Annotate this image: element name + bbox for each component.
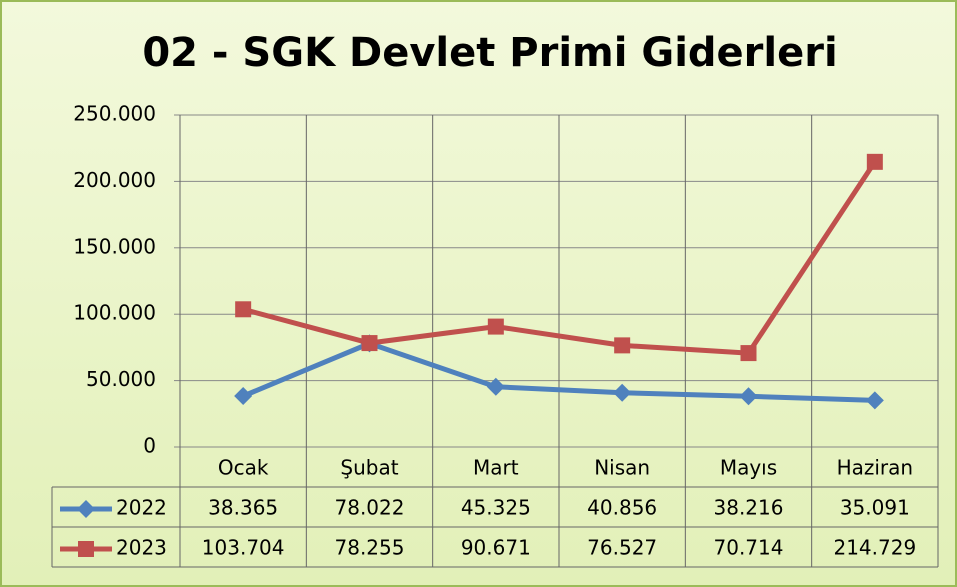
- marker: [486, 377, 505, 396]
- y-tick-label: 200.000: [73, 168, 156, 192]
- x-tick-label: Mayıs: [720, 456, 777, 480]
- marker: [78, 541, 94, 557]
- table-value: 214.729: [833, 536, 916, 560]
- legend-label: 2022: [116, 496, 167, 520]
- chart-title: 02 - SGK Devlet Primi Giderleri: [142, 30, 837, 76]
- table-value: 90.671: [461, 536, 531, 560]
- marker: [235, 301, 252, 318]
- y-tick-label: 100.000: [73, 301, 156, 325]
- table-value: 38.365: [208, 496, 278, 520]
- table-value: 103.704: [202, 536, 285, 560]
- marker: [613, 383, 632, 402]
- x-tick-label: Nisan: [594, 456, 650, 480]
- marker: [361, 335, 378, 352]
- table-value: 40.856: [587, 496, 657, 520]
- marker: [77, 500, 95, 518]
- x-tick-label: Haziran: [837, 456, 914, 480]
- y-tick-label: 50.000: [86, 367, 156, 391]
- series-line: [242, 160, 877, 356]
- marker: [614, 337, 631, 354]
- table-value: 78.255: [335, 536, 405, 560]
- x-tick-label: Şubat: [340, 456, 398, 480]
- table-value: 45.325: [461, 496, 531, 520]
- marker: [234, 387, 253, 406]
- x-tick-label: Mart: [473, 456, 519, 480]
- table-value: 78.022: [335, 496, 405, 520]
- y-tick-label: 250.000: [73, 102, 156, 126]
- marker: [739, 387, 758, 406]
- table-value: 76.527: [587, 536, 657, 560]
- x-tick-label: Ocak: [218, 456, 269, 480]
- marker: [865, 391, 884, 410]
- marker: [740, 345, 757, 362]
- series-line: [242, 340, 875, 403]
- table-value: 35.091: [840, 496, 910, 520]
- legend-label: 2023: [116, 536, 167, 560]
- y-tick-label: 0: [143, 434, 156, 458]
- y-tick-label: 150.000: [73, 234, 156, 258]
- marker: [487, 318, 504, 335]
- table-value: 70.714: [714, 536, 784, 560]
- table-value: 38.216: [714, 496, 784, 520]
- marker: [866, 153, 883, 170]
